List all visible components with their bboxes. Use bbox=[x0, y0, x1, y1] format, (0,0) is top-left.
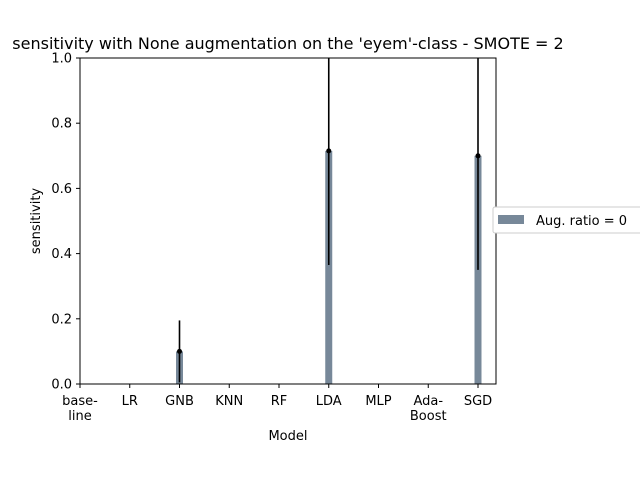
y-tick-label: 1.0 bbox=[51, 52, 72, 67]
x-tick-label: MLP bbox=[365, 394, 391, 409]
legend: Aug. ratio = 0 bbox=[492, 206, 640, 234]
legend-frame bbox=[492, 206, 640, 234]
x-axis: base-line LR GNB KNN RF LDA MLP Ada-Boost SGD bbox=[62, 384, 492, 424]
x-tick-label: Ada- bbox=[413, 394, 443, 409]
x-axis-label: Model bbox=[268, 429, 307, 444]
bar-5 bbox=[325, 150, 333, 384]
x-tick-label: SGD bbox=[464, 394, 492, 409]
y-tick-label: 0.4 bbox=[51, 247, 72, 262]
x-tick-label: Boost bbox=[410, 409, 447, 424]
bar-point-2 bbox=[177, 348, 182, 354]
y-tick-label: 0.8 bbox=[51, 117, 72, 132]
error-bars-layer bbox=[177, 58, 481, 383]
x-tick-label: LDA bbox=[316, 394, 342, 409]
x-tick-label: base- bbox=[62, 394, 98, 409]
plot-frame bbox=[79, 57, 497, 385]
y-tick-label: 0.6 bbox=[51, 182, 72, 197]
bar-point-8 bbox=[475, 153, 481, 159]
x-tick-label: RF bbox=[271, 394, 288, 409]
bar-point-5 bbox=[326, 148, 332, 154]
chart-title: sensitivity with None augmentation on th… bbox=[12, 34, 563, 53]
legend-swatch bbox=[498, 215, 524, 224]
y-axis-label: sensitivity bbox=[29, 188, 44, 255]
y-tick-label: 0.0 bbox=[51, 378, 72, 393]
y-tick-label: 0.2 bbox=[51, 312, 72, 327]
x-tick-label: LR bbox=[122, 394, 138, 409]
x-tick-label: line bbox=[68, 409, 91, 424]
y-axis: 0.0 0.2 0.4 0.6 0.8 1.0 bbox=[51, 52, 80, 393]
x-tick-label: KNN bbox=[215, 394, 243, 409]
x-tick-label: GNB bbox=[165, 394, 194, 409]
legend-label: Aug. ratio = 0 bbox=[536, 214, 627, 229]
